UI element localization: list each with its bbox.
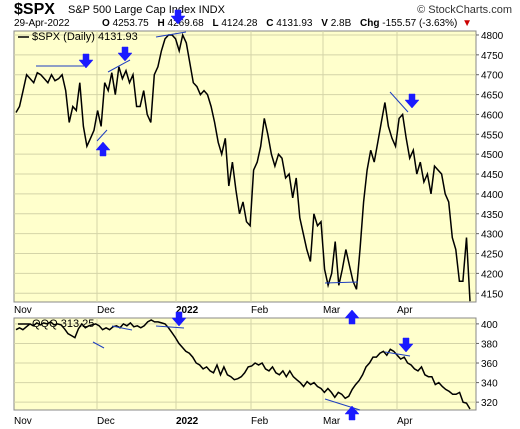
y-tick-label: 4600 [481, 110, 504, 121]
watermark: © StockCharts.com [417, 4, 512, 16]
trend-line [96, 129, 108, 142]
y-tick-label: 4800 [481, 31, 504, 42]
y-tick-label: 4400 [481, 190, 504, 201]
y-tick-label: 4700 [481, 71, 504, 82]
y-tick-label: 4200 [481, 269, 504, 280]
x-tick-label: Nov [14, 416, 32, 427]
y-tick-label: 4250 [481, 250, 504, 261]
volume-label: V [321, 18, 328, 29]
trend-line [389, 91, 409, 113]
x-tick-label: 2022 [176, 416, 199, 427]
x-tick-label: 2022 [176, 305, 199, 316]
y-tick-label: 320 [481, 398, 498, 409]
plot-area [13, 317, 477, 411]
y-tick-label: 4450 [481, 170, 504, 181]
trend-line [92, 341, 105, 349]
low-value: 4124.28 [221, 18, 258, 29]
x-tick-label: Mar [323, 416, 341, 427]
high-value: 4269.68 [167, 18, 204, 29]
y-tick-label: 4300 [481, 230, 504, 241]
blue-arrow-up-icon [344, 405, 360, 421]
trend-line [384, 351, 411, 357]
symbol-title: $SPX [14, 1, 55, 18]
close-value: 4131.93 [276, 18, 313, 29]
quote-date: 29-Apr-2022 [14, 18, 70, 29]
index-name: S&P 500 Large Cap Index INDX [68, 4, 225, 16]
y-tick-label: 360 [481, 359, 498, 370]
x-tick-label: Dec [97, 416, 115, 427]
y-tick-label: 340 [481, 379, 498, 390]
blue-arrow-down-icon [398, 337, 414, 353]
y-tick-label: 4500 [481, 150, 504, 161]
trend-line [155, 325, 185, 329]
x-tick-label: Dec [97, 305, 115, 316]
blue-arrow-down-icon [404, 93, 420, 109]
x-tick-label: Feb [251, 305, 269, 316]
y-tick-label: 4750 [481, 51, 504, 62]
blue-arrow-down-icon [117, 46, 133, 62]
change-value: -155.57 (-3.63%) [382, 18, 458, 29]
x-tick-label: Apr [397, 305, 413, 316]
plot-area [13, 30, 477, 303]
blue-arrow-up-icon [344, 309, 360, 325]
x-tick-label: Nov [14, 305, 32, 316]
blue-arrow-down-icon [78, 53, 94, 69]
blue-arrow-down-icon [170, 9, 186, 25]
low-label: L [212, 18, 219, 29]
series-line [15, 319, 471, 410]
y-tick-label: 4550 [481, 130, 504, 141]
open-value: 4253.75 [112, 18, 149, 29]
trend-line [155, 31, 187, 38]
close-label: C [266, 18, 274, 29]
panel-1: 4150 4200 4250 4300 4350 4400 4450 4500 4550 4600… [13, 30, 504, 316]
y-tick-label: 4650 [481, 91, 504, 102]
x-tick-label: Apr [397, 416, 413, 427]
open-label: O [102, 18, 110, 29]
ohlc-readout: O 4253.75 H 4269.68 L 4124.28 C 4131.93 … [98, 18, 474, 29]
x-tick-label: Feb [251, 416, 269, 427]
y-tick-label: 400 [481, 320, 498, 331]
series-line [15, 32, 471, 302]
down-triangle-icon: ▼ [462, 18, 473, 29]
blue-arrow-up-icon [95, 141, 111, 157]
y-tick-label: 380 [481, 339, 498, 350]
y-tick-label: 4150 [481, 289, 504, 300]
trend-line [107, 59, 131, 73]
x-tick-label: Mar [323, 305, 341, 316]
blue-arrow-down-icon [171, 311, 187, 327]
trend-line [111, 325, 133, 331]
legend-label: $SPX (Daily) 4131.93 [32, 31, 138, 43]
change-label: Chg [360, 18, 380, 29]
high-label: H [157, 18, 165, 29]
volume-value: 2.8B [330, 18, 352, 29]
trend-line [324, 281, 359, 284]
y-tick-label: 4350 [481, 210, 504, 221]
